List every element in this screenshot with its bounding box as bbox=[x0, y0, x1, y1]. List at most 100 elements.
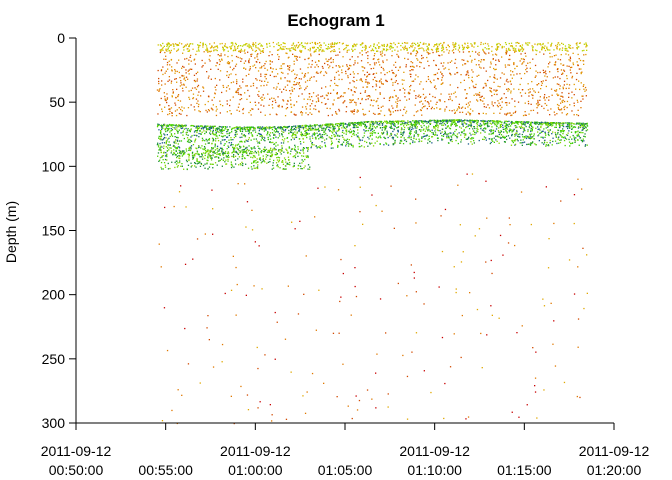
echo-point bbox=[509, 112, 511, 114]
echo-point bbox=[383, 49, 385, 51]
echo-point bbox=[304, 81, 307, 83]
echo-point bbox=[556, 48, 558, 50]
echo-point bbox=[216, 84, 218, 86]
echo-point bbox=[300, 51, 302, 53]
echo-point bbox=[559, 125, 561, 127]
echo-point bbox=[270, 127, 272, 129]
echo-point bbox=[554, 62, 556, 64]
echo-point bbox=[532, 94, 534, 97]
echo-point bbox=[535, 121, 538, 123]
echo-point bbox=[377, 113, 379, 115]
echo-point bbox=[529, 144, 532, 146]
echo-point bbox=[452, 49, 455, 51]
echo-point bbox=[230, 42, 232, 44]
echo-point bbox=[422, 120, 425, 122]
echo-point bbox=[392, 123, 395, 125]
echo-point bbox=[342, 65, 344, 67]
echo-point bbox=[281, 145, 283, 147]
echo-point bbox=[508, 102, 511, 104]
echo-point bbox=[581, 50, 584, 52]
echo-point bbox=[409, 89, 411, 91]
echo-point bbox=[172, 43, 174, 45]
echo-point bbox=[382, 105, 384, 107]
echo-point bbox=[159, 131, 162, 134]
echo-point bbox=[507, 124, 509, 126]
echo-point bbox=[413, 114, 415, 117]
echo-point bbox=[351, 56, 353, 58]
echo-point bbox=[561, 124, 563, 126]
echo-point bbox=[285, 126, 287, 128]
echo-point bbox=[299, 44, 301, 46]
echo-point bbox=[404, 89, 406, 91]
echo-point bbox=[197, 84, 200, 87]
echo-point bbox=[200, 125, 202, 127]
echo-point bbox=[517, 123, 519, 125]
echo-point bbox=[290, 103, 292, 106]
echo-point bbox=[362, 66, 364, 68]
echo-point bbox=[191, 152, 194, 155]
echo-point bbox=[261, 126, 264, 128]
echo-point bbox=[496, 78, 498, 80]
echo-point bbox=[406, 122, 408, 124]
echo-point bbox=[230, 142, 233, 144]
echo-point bbox=[198, 132, 200, 135]
echo-point bbox=[307, 98, 309, 100]
echo-point bbox=[313, 144, 315, 146]
echo-point bbox=[173, 142, 176, 144]
echo-point bbox=[505, 129, 507, 132]
echo-point bbox=[164, 83, 166, 85]
echo-point bbox=[259, 97, 262, 99]
echo-point bbox=[301, 93, 303, 95]
echo-point bbox=[514, 105, 516, 108]
echo-point bbox=[205, 109, 207, 112]
echo-point bbox=[581, 71, 583, 73]
echo-point bbox=[241, 45, 244, 47]
echo-point bbox=[412, 140, 414, 142]
echo-point bbox=[235, 48, 237, 51]
echo-point bbox=[350, 110, 352, 112]
echo-point bbox=[352, 144, 354, 147]
echo-point bbox=[297, 41, 300, 44]
echo-point bbox=[420, 62, 422, 64]
echo-point bbox=[543, 53, 545, 55]
echo-point bbox=[170, 80, 173, 82]
echo-point bbox=[274, 131, 277, 133]
echo-point bbox=[266, 134, 268, 136]
echo-point bbox=[521, 127, 524, 129]
echo-point bbox=[284, 86, 286, 88]
echo-point bbox=[348, 122, 350, 124]
echo-point bbox=[340, 95, 342, 97]
echo-point bbox=[562, 72, 564, 74]
echo-point bbox=[441, 45, 443, 47]
echo-point bbox=[320, 126, 322, 128]
echo-point bbox=[479, 66, 481, 68]
echo-point bbox=[580, 122, 582, 124]
echo-point bbox=[276, 114, 278, 116]
echo-point bbox=[532, 88, 534, 90]
echo-point bbox=[512, 130, 514, 132]
echo-point bbox=[378, 42, 380, 44]
echo-point bbox=[351, 122, 353, 124]
echo-point bbox=[302, 149, 304, 151]
echo-point bbox=[403, 79, 405, 81]
echo-point bbox=[372, 122, 374, 124]
echo-point bbox=[262, 50, 264, 52]
echo-point bbox=[219, 103, 222, 106]
echo-point bbox=[584, 136, 586, 138]
echo-point bbox=[212, 129, 214, 132]
echo-point bbox=[541, 130, 543, 132]
echo-point bbox=[371, 125, 374, 127]
echo-point bbox=[325, 44, 327, 46]
echo-point bbox=[386, 133, 388, 135]
echo-point bbox=[492, 120, 495, 122]
echo-point bbox=[158, 90, 160, 92]
echo-point bbox=[509, 128, 511, 130]
echo-point bbox=[235, 73, 237, 76]
echo-point bbox=[291, 135, 293, 137]
echo-point bbox=[295, 55, 297, 58]
echo-point bbox=[562, 88, 564, 90]
echo-point bbox=[561, 100, 563, 102]
echo-point bbox=[586, 125, 589, 127]
echo-point bbox=[294, 136, 296, 139]
echo-point bbox=[520, 122, 522, 124]
